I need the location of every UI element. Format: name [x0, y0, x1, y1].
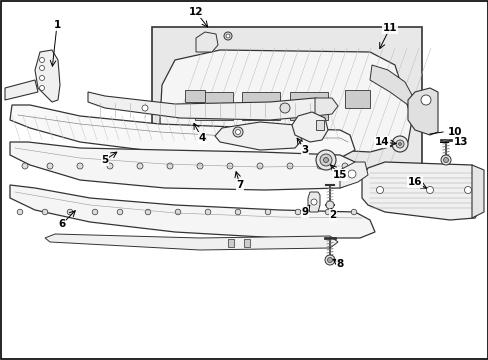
Text: 10: 10	[447, 127, 462, 137]
Circle shape	[440, 155, 450, 165]
Polygon shape	[215, 122, 302, 150]
Circle shape	[117, 209, 122, 215]
Circle shape	[395, 140, 403, 148]
Circle shape	[316, 163, 323, 169]
Circle shape	[295, 209, 300, 215]
Circle shape	[22, 163, 28, 169]
Bar	[152, 27, 421, 172]
Circle shape	[347, 170, 355, 178]
Circle shape	[47, 163, 53, 169]
Circle shape	[205, 209, 210, 215]
Bar	[227, 239, 234, 247]
Circle shape	[40, 76, 44, 81]
Text: 4: 4	[198, 133, 205, 143]
Circle shape	[264, 209, 270, 215]
Circle shape	[232, 127, 243, 137]
Circle shape	[257, 163, 263, 169]
Circle shape	[391, 136, 407, 152]
Polygon shape	[10, 142, 359, 190]
Polygon shape	[407, 88, 437, 135]
Bar	[184, 90, 204, 102]
Bar	[242, 92, 280, 120]
Circle shape	[107, 163, 113, 169]
Circle shape	[224, 32, 231, 40]
Circle shape	[286, 163, 292, 169]
Circle shape	[310, 199, 316, 205]
Circle shape	[67, 209, 73, 215]
Circle shape	[42, 209, 48, 215]
Circle shape	[235, 130, 240, 135]
Circle shape	[398, 143, 401, 145]
Polygon shape	[196, 32, 218, 52]
Circle shape	[315, 150, 335, 170]
Text: 13: 13	[453, 137, 468, 147]
Circle shape	[175, 209, 181, 215]
Polygon shape	[10, 105, 354, 158]
Polygon shape	[307, 192, 319, 212]
Circle shape	[225, 34, 229, 38]
Text: 6: 6	[58, 219, 65, 229]
Circle shape	[426, 186, 433, 194]
Polygon shape	[369, 65, 411, 105]
Circle shape	[325, 209, 330, 215]
Circle shape	[325, 201, 333, 209]
Circle shape	[137, 163, 142, 169]
Circle shape	[40, 86, 44, 90]
Circle shape	[77, 163, 83, 169]
Circle shape	[327, 257, 332, 262]
Circle shape	[17, 209, 23, 215]
Circle shape	[40, 66, 44, 71]
Bar	[345, 90, 369, 108]
Text: 16: 16	[407, 177, 421, 187]
Bar	[315, 120, 324, 130]
Polygon shape	[45, 234, 337, 250]
Circle shape	[350, 209, 356, 215]
Circle shape	[443, 158, 447, 162]
Text: 1: 1	[53, 20, 61, 30]
Bar	[289, 92, 327, 120]
Polygon shape	[35, 50, 60, 102]
Polygon shape	[291, 112, 327, 142]
Text: 14: 14	[374, 137, 388, 147]
Text: 12: 12	[188, 7, 203, 17]
Circle shape	[235, 209, 240, 215]
Circle shape	[40, 58, 44, 63]
Circle shape	[145, 209, 150, 215]
Circle shape	[142, 105, 148, 111]
Text: 8: 8	[336, 259, 343, 269]
Polygon shape	[10, 185, 374, 238]
Bar	[244, 239, 249, 247]
Bar	[195, 92, 232, 120]
Circle shape	[376, 186, 383, 194]
Text: 9: 9	[301, 207, 308, 217]
Polygon shape	[88, 92, 329, 120]
Circle shape	[226, 163, 232, 169]
Circle shape	[167, 163, 173, 169]
Polygon shape	[471, 165, 483, 218]
Circle shape	[197, 163, 203, 169]
Polygon shape	[339, 162, 367, 188]
Text: 11: 11	[382, 23, 396, 33]
Polygon shape	[314, 98, 337, 116]
Polygon shape	[160, 50, 411, 162]
Polygon shape	[5, 80, 38, 100]
Circle shape	[420, 95, 430, 105]
Polygon shape	[361, 162, 479, 220]
Circle shape	[323, 158, 328, 162]
Text: 5: 5	[101, 155, 108, 165]
Circle shape	[280, 103, 289, 113]
Circle shape	[92, 209, 98, 215]
Text: 7: 7	[236, 180, 243, 190]
Circle shape	[341, 163, 347, 169]
Text: 2: 2	[329, 210, 336, 220]
Text: 15: 15	[332, 170, 346, 180]
Circle shape	[464, 186, 470, 194]
Circle shape	[325, 255, 334, 265]
Circle shape	[319, 154, 331, 166]
Text: 3: 3	[301, 145, 308, 155]
